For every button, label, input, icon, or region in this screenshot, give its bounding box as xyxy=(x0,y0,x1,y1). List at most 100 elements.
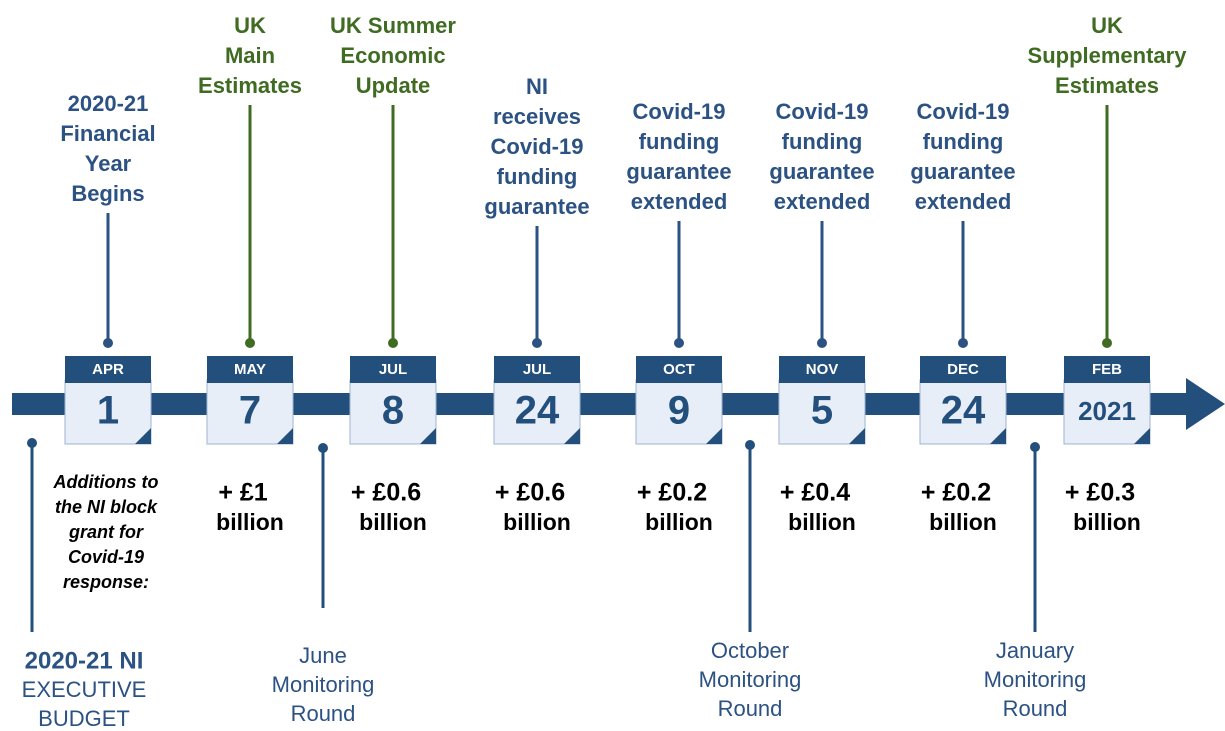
event-label: extended xyxy=(915,189,1012,214)
amount: billion xyxy=(503,509,571,535)
monitoring-dot xyxy=(318,443,328,453)
calendar-day: 9 xyxy=(668,389,690,433)
timeline-bar xyxy=(12,393,1188,415)
calendar-fold xyxy=(564,428,580,444)
event-label: UK xyxy=(1091,13,1123,38)
monitoring-label: Monitoring xyxy=(272,672,375,697)
calendar-fold xyxy=(1134,428,1150,444)
note: grant for xyxy=(68,522,144,542)
event-dot xyxy=(1102,338,1112,348)
monitoring-label: Round xyxy=(718,696,783,721)
calendar-day: 5 xyxy=(811,389,833,433)
note: the NI block xyxy=(55,497,158,517)
timeline-arrow xyxy=(1186,378,1225,430)
event-label: Main xyxy=(225,43,275,68)
calendar-month: APR xyxy=(92,361,124,378)
calendar-header xyxy=(65,356,151,383)
event-label: funding xyxy=(782,129,863,154)
budget-dot xyxy=(27,438,37,448)
event-dot xyxy=(674,338,684,348)
event-label: extended xyxy=(774,189,871,214)
calendar-fold xyxy=(990,428,1006,444)
calendar-day: 24 xyxy=(941,389,986,433)
monitoring-dot xyxy=(745,440,755,450)
event-label: UK Summer xyxy=(330,13,456,38)
event-label: Covid-19 xyxy=(917,99,1010,124)
calendar-fold xyxy=(706,428,722,444)
amount: billion xyxy=(216,509,284,535)
note: response: xyxy=(63,572,149,592)
calendar-body xyxy=(778,379,866,445)
calendar-header xyxy=(636,356,722,383)
budget-label: EXECUTIVE xyxy=(22,677,147,702)
event-label: Covid-19 xyxy=(491,134,584,159)
note: Covid-19 xyxy=(68,547,144,567)
monitoring-dot xyxy=(1030,442,1040,452)
event-label: Estimates xyxy=(198,73,302,98)
calendar-day: 2021 xyxy=(1078,396,1136,426)
amount: + £1 xyxy=(218,479,267,507)
event-label: 2020-21 xyxy=(68,91,149,116)
budget-label: BUDGET xyxy=(38,706,130,731)
event-label: funding xyxy=(497,164,578,189)
calendar-header xyxy=(920,356,1006,383)
calendar-fold xyxy=(420,428,436,444)
event-label: funding xyxy=(639,129,720,154)
budget-label: 2020-21 NI xyxy=(25,647,144,674)
calendar-header xyxy=(350,356,436,383)
calendar-header xyxy=(207,356,293,383)
event-label: Estimates xyxy=(1055,73,1159,98)
event-label: Supplementary xyxy=(1028,43,1188,68)
calendar-fold xyxy=(135,428,151,444)
amount: + £0.3 xyxy=(1065,479,1135,507)
monitoring-label: Monitoring xyxy=(699,667,802,692)
calendar-day: 24 xyxy=(515,389,560,433)
event-label: Economic xyxy=(340,43,445,68)
amount: billion xyxy=(788,509,856,535)
amount: billion xyxy=(359,509,427,535)
event-label: guarantee xyxy=(484,194,589,219)
event-label: Covid-19 xyxy=(633,99,726,124)
event-dot xyxy=(958,338,968,348)
monitoring-label: Monitoring xyxy=(984,667,1087,692)
calendar-month: NOV xyxy=(806,361,839,378)
calendar-month: JUL xyxy=(523,361,551,378)
amount: billion xyxy=(645,509,713,535)
calendar-body xyxy=(64,379,152,445)
event-dot xyxy=(532,338,542,348)
calendar-header xyxy=(1064,356,1150,383)
event-label: guarantee xyxy=(769,159,874,184)
amount: + £0.2 xyxy=(637,479,707,507)
calendar-header xyxy=(494,356,580,383)
calendar-month: MAY xyxy=(234,361,266,378)
calendar-day: 7 xyxy=(239,389,261,433)
amount: + £0.6 xyxy=(351,479,421,507)
calendar-day: 1 xyxy=(97,389,119,433)
amount: + £0.2 xyxy=(921,479,991,507)
event-label: NI xyxy=(526,74,548,99)
calendar-body xyxy=(919,379,1007,445)
monitoring-label: January xyxy=(996,638,1074,663)
amount: billion xyxy=(1073,509,1141,535)
monitoring-label: October xyxy=(711,638,789,663)
calendar-month: FEB xyxy=(1092,361,1122,378)
amount: billion xyxy=(929,509,997,535)
event-dot xyxy=(388,338,398,348)
event-label: guarantee xyxy=(910,159,1015,184)
event-label: receives xyxy=(493,104,581,129)
monitoring-label: Round xyxy=(1003,696,1068,721)
amount: + £0.4 xyxy=(780,479,850,507)
event-label: Update xyxy=(356,73,431,98)
note: Additions to xyxy=(53,472,159,492)
event-label: Begins xyxy=(71,181,144,206)
event-dot xyxy=(817,338,827,348)
event-label: funding xyxy=(923,129,1004,154)
calendar-month: DEC xyxy=(947,361,979,378)
calendar-body xyxy=(206,379,294,445)
calendar-header xyxy=(779,356,865,383)
calendar-fold xyxy=(849,428,865,444)
calendar-month: OCT xyxy=(663,361,695,378)
event-label: Year xyxy=(85,151,132,176)
event-label: guarantee xyxy=(626,159,731,184)
